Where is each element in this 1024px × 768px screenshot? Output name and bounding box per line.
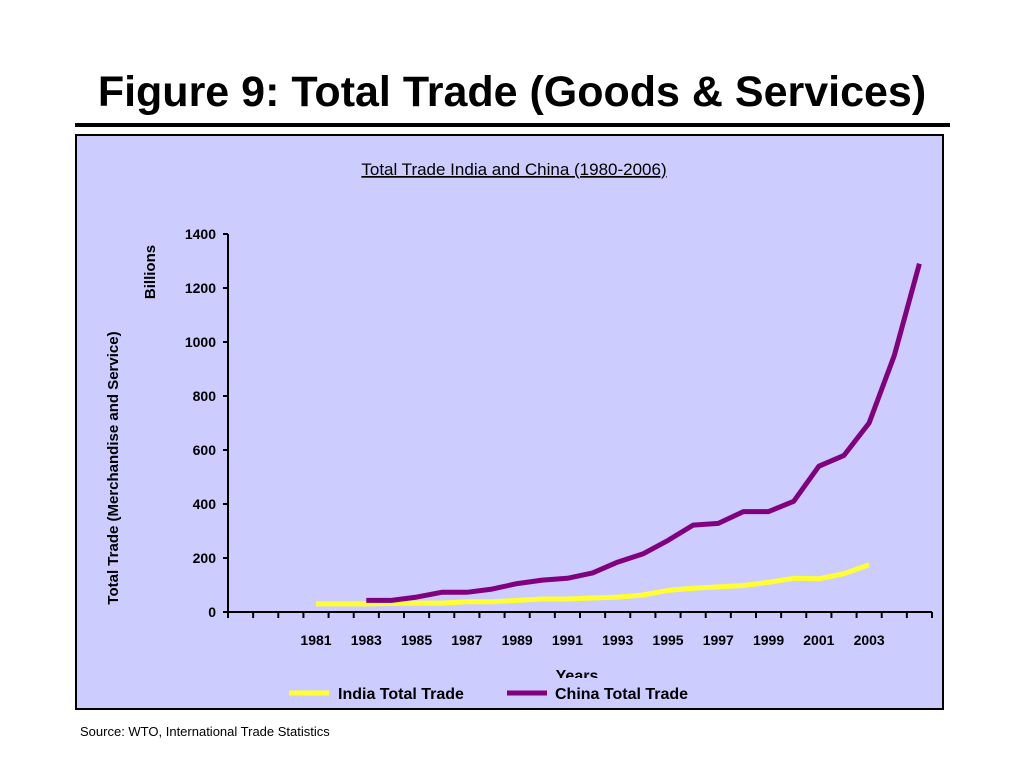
line-chart: Total Trade India and China (1980-2006) … (77, 160, 942, 708)
chart-title: Total Trade India and China (1980-2006) (361, 160, 666, 179)
x-tick-label: 1989 (502, 632, 533, 648)
x-tick-label: 1983 (351, 632, 382, 648)
title-underline (75, 123, 950, 127)
y-tick-label: 200 (193, 550, 217, 566)
x-tick-label: 2003 (854, 632, 885, 648)
y-axis-label: Total Trade (Merchandise and Service) (105, 331, 122, 604)
x-tick-label: 1987 (451, 632, 482, 648)
x-tick-label: 1985 (401, 632, 432, 648)
x-tick-label: 1991 (552, 632, 583, 648)
y-tick-label: 1200 (185, 280, 216, 296)
x-tick-label: 2001 (803, 632, 834, 648)
y-tick-label: 0 (208, 604, 216, 620)
slide-title: Figure 9: Total Trade (Goods & Services) (97, 68, 927, 116)
series-line-india-total-trade (316, 562, 870, 607)
x-tick-label: 1993 (602, 632, 633, 648)
x-tick-label: 1999 (753, 632, 784, 648)
y-tick-label: 800 (193, 388, 217, 404)
source-note: Source: WTO, International Trade Statist… (80, 724, 330, 739)
x-tick-label: 1997 (703, 632, 734, 648)
legend-label-china-total-trade: China Total Trade (555, 686, 688, 703)
plot-area: 0 200 400 600 800 1000 1200 1400 1981 1983 1985 198… (185, 226, 933, 648)
y-axis-unit-label: Billions (142, 245, 159, 299)
legend-label-india-total-trade: India Total Trade (338, 686, 464, 703)
chart-area: Total Trade India and China (1980-2006) … (75, 134, 944, 710)
y-tick-label: 600 (193, 442, 217, 458)
series-line-china-total-trade (366, 263, 922, 603)
x-tick-label: 1995 (652, 632, 683, 648)
y-tick-label: 1000 (185, 334, 216, 350)
x-tick-label: 1981 (300, 632, 331, 648)
y-tick-label: 400 (193, 496, 217, 512)
legend: India Total Trade China Total Trade (289, 686, 688, 703)
y-tick-label: 1400 (185, 226, 216, 242)
